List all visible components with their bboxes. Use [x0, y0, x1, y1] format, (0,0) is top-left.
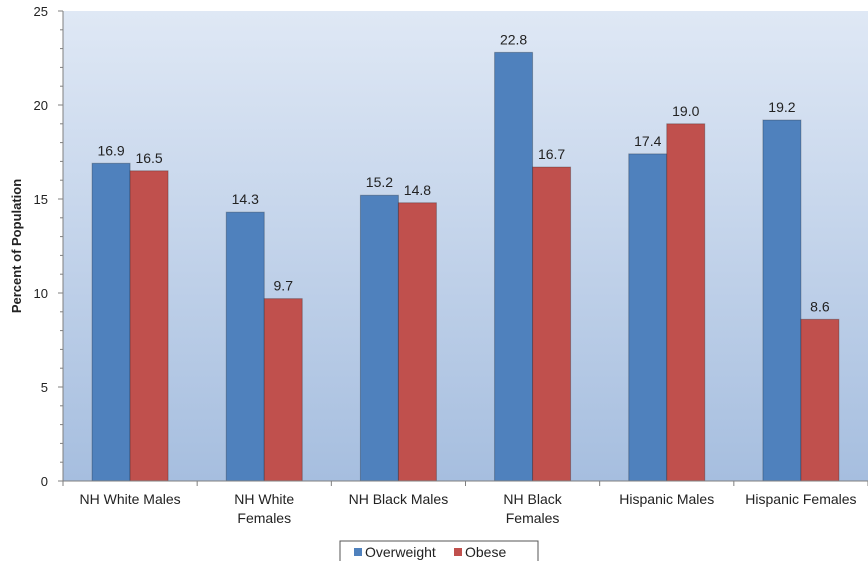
x-tick-label: NH Black Males — [349, 491, 449, 507]
legend-box — [339, 540, 539, 561]
x-tick-label: NH Black Females — [503, 491, 562, 526]
legend-label-overweight: Overweight — [365, 544, 436, 560]
data-label: 16.9 — [97, 142, 124, 158]
x-tick-label: NH White Males — [80, 491, 181, 507]
bars-layer — [91, 51, 840, 482]
data-label: 16.7 — [538, 146, 565, 162]
x-tick-label-line: NH Black — [503, 491, 562, 507]
legend-swatch-obese — [454, 548, 462, 556]
data-label: 9.7 — [274, 278, 294, 294]
x-tick-label-line: NH White — [234, 491, 294, 507]
y-tick-label: 15 — [34, 192, 48, 207]
bar-overweight — [359, 194, 399, 482]
y-axis-title: Percent of Population — [9, 179, 24, 313]
bar-overweight — [91, 162, 131, 482]
y-tick-label: 10 — [34, 286, 48, 301]
bar-obese — [532, 166, 572, 482]
plot-area — [63, 11, 868, 481]
bar-obese — [263, 298, 303, 482]
x-tick-label: NH White Females — [234, 491, 294, 526]
bar-overweight — [494, 51, 534, 482]
data-label: 22.8 — [500, 31, 527, 47]
x-tick-label: Hispanic Females — [745, 491, 856, 507]
data-label: 17.4 — [634, 133, 661, 149]
x-tick-label-line: Hispanic Males — [619, 491, 714, 507]
bar-obese — [800, 318, 840, 482]
bar-obese — [666, 123, 706, 482]
bar-obese — [397, 202, 437, 482]
x-tick-label: Hispanic Males — [619, 491, 714, 507]
axis-layer — [58, 10, 868, 486]
data-label: 16.5 — [135, 150, 162, 166]
y-tick-label: 25 — [34, 4, 48, 19]
x-tick-label-line: Females — [237, 510, 291, 526]
bar-overweight — [628, 153, 668, 482]
legend-label-obese: Obese — [465, 544, 506, 560]
data-label: 8.6 — [810, 298, 830, 314]
legend-swatch-overweight — [354, 548, 362, 556]
y-tick-label: 5 — [41, 380, 48, 395]
data-label: 15.2 — [366, 174, 393, 190]
bar-overweight — [225, 211, 265, 482]
labels-layer: 0 5 10 15 20 25 16.9 16.5 NH White Males 14.3 9.7 N… — [34, 4, 857, 526]
x-tick-label-line: NH Black Males — [349, 491, 449, 507]
data-label: 14.3 — [232, 191, 259, 207]
x-tick-label-line: Females — [506, 510, 560, 526]
y-tick-label: 0 — [41, 474, 48, 489]
data-label: 14.8 — [404, 182, 431, 198]
x-tick-label-line: Hispanic Females — [745, 491, 856, 507]
x-tick-label-line: NH White Males — [80, 491, 181, 507]
bar-overweight — [762, 119, 802, 482]
bar-obese — [129, 170, 169, 482]
data-label: 19.0 — [672, 103, 699, 119]
legend: Overweight Obese — [339, 540, 539, 561]
y-tick-label: 20 — [34, 98, 48, 113]
data-label: 19.2 — [768, 99, 795, 115]
